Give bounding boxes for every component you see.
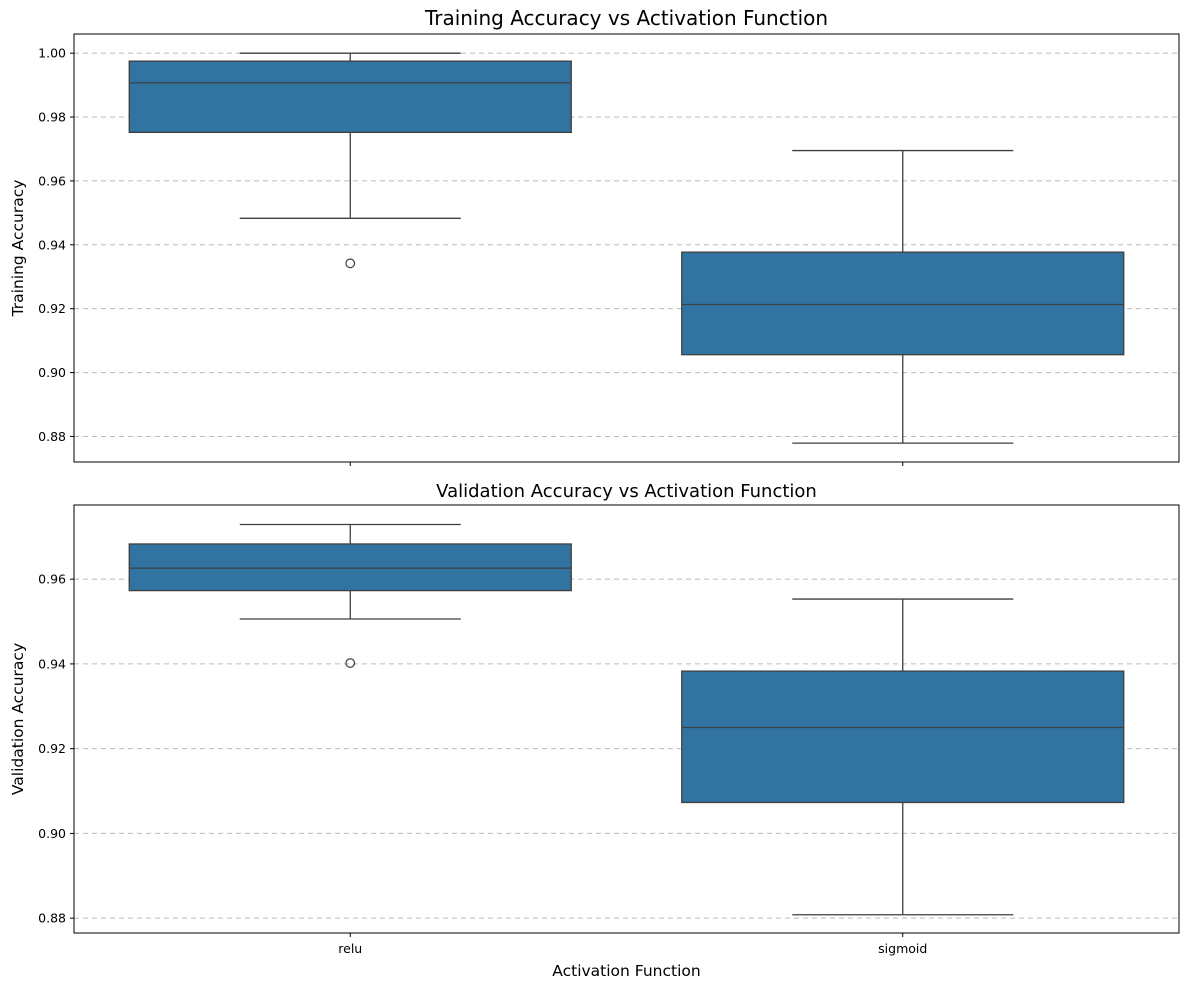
y-tick-label: 0.96 [38,173,66,188]
y-axis-title: Training Accuracy [9,180,27,318]
iqr-box [128,543,572,592]
y-tick-label: 0.94 [38,656,66,671]
x-tick-label-sigmoid: sigmoid [878,941,927,956]
validation-accuracy-chart: 0.88 0.90 0.92 0.94 0.96 relu sigmoid Validatio… [9,481,1180,980]
box-sigmoid [681,149,1125,444]
y-tick-label: 0.92 [38,741,66,756]
y-tick-label: 1.00 [38,46,66,61]
y-tick-label: 0.90 [38,365,66,380]
plot-frame [73,504,1180,934]
training-accuracy-chart: 0.88 0.90 0.92 0.94 0.96 0.98 1.00 Training Acc… [9,6,1180,466]
box-sigmoid [681,598,1125,916]
y-axis-title: Validation Accuracy [9,643,27,795]
chart-title: Training Accuracy vs Activation Function [424,6,828,30]
y-tick-label: 0.92 [38,301,66,316]
outlier-point [345,258,356,269]
y-tick-label: 0.98 [38,110,66,125]
y-tick-label: 0.94 [38,237,66,252]
plot-frame [73,33,1180,463]
y-tick-label: 0.90 [38,826,66,841]
iqr-box [128,60,572,134]
outlier-point [345,658,356,668]
y-tick-label: 0.88 [38,429,66,444]
box-relu [128,523,572,668]
x-axis-title: Activation Function [552,962,700,980]
box-relu [128,52,572,269]
y-tick-label: 0.88 [38,911,66,926]
iqr-box [681,251,1125,356]
y-tick-label: 0.96 [38,572,66,587]
chart-title: Validation Accuracy vs Activation Functi… [436,481,817,502]
iqr-box [681,670,1125,804]
x-tick-label-relu: relu [338,941,362,956]
